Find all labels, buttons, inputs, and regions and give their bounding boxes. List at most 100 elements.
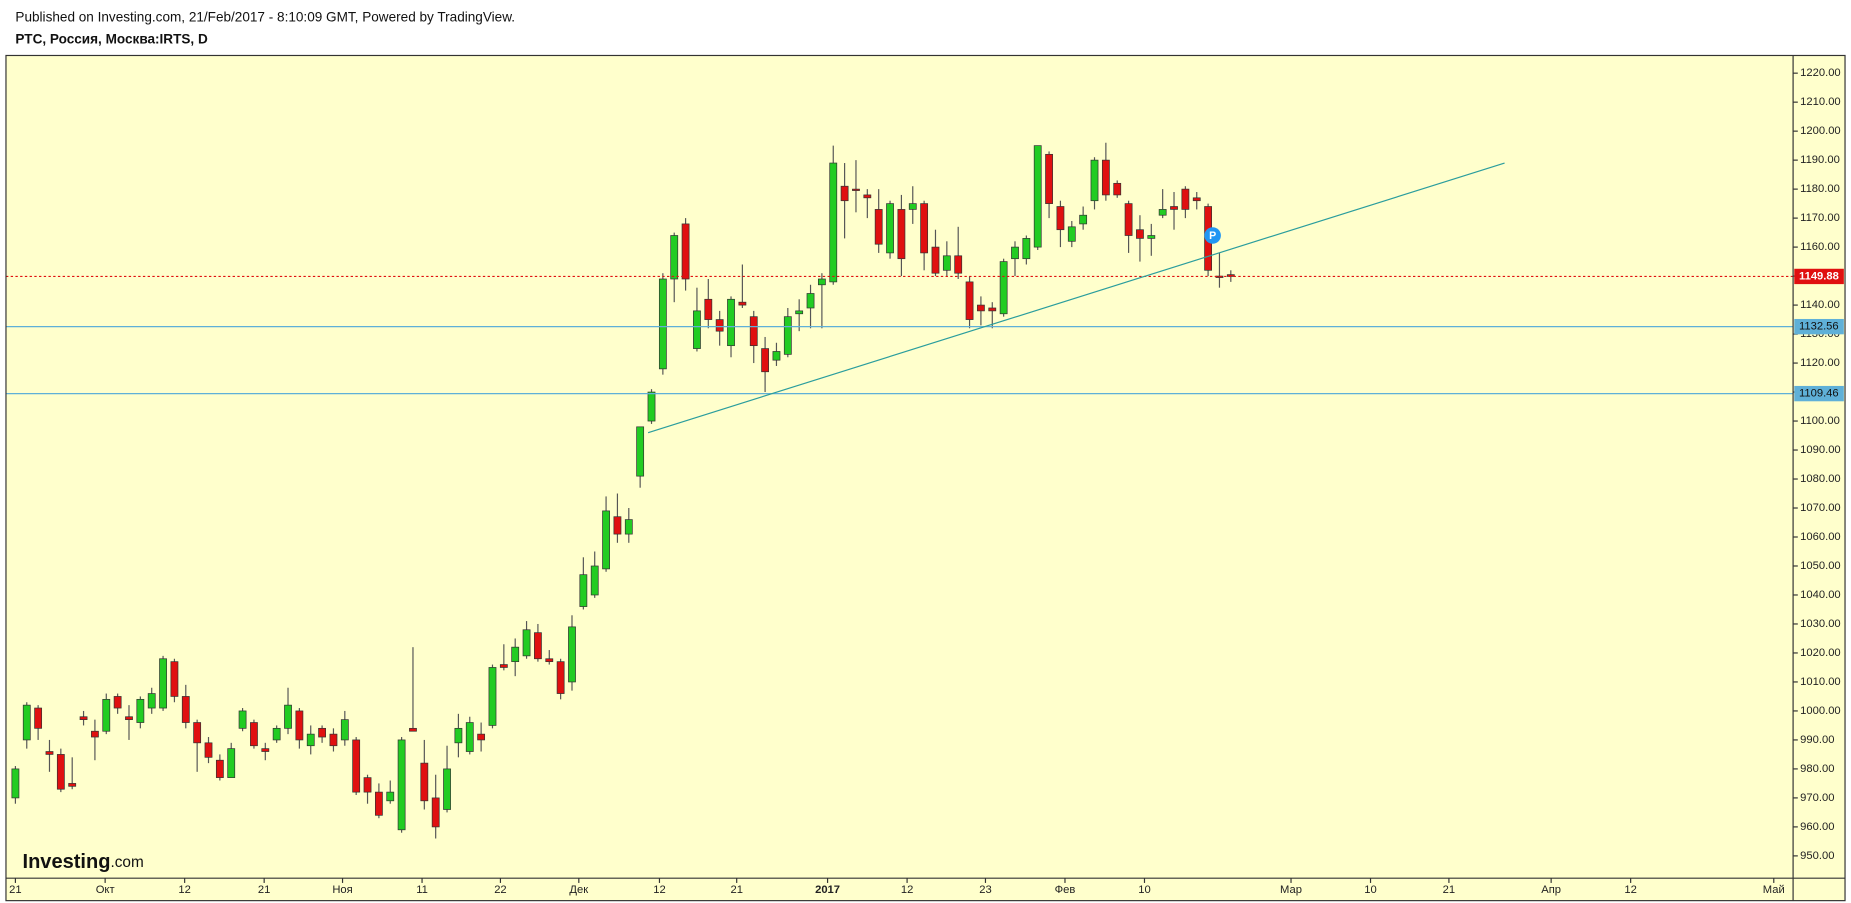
symbol-title: РТС, Россия, Москва:IRTS, D [15,32,208,47]
candle-body [215,759,224,778]
y-tick-label: 1030.00 [1800,618,1841,630]
candle-body [238,710,247,729]
candle-body [624,519,633,535]
candle-body [34,707,43,729]
candle-body [397,739,406,831]
candle-body [409,727,417,732]
y-tick-label: 980.00 [1800,763,1834,775]
candle-body [852,188,860,191]
price-level-badge [1794,318,1844,335]
y-tick-label: 1180.00 [1800,183,1840,195]
candle-body [329,733,338,747]
candle-body [1158,209,1167,216]
candle-body [1113,182,1122,196]
y-tick-label: 1140.00 [1800,299,1840,311]
price-level-label: 1149.88 [1799,270,1839,282]
candle-body [534,632,542,660]
y-tick-label: 960.00 [1800,821,1834,833]
x-tick-label: 21 [730,884,742,896]
candle-body [749,316,758,347]
candle-body [920,203,929,254]
candle-body [454,727,463,744]
candle-body [136,698,145,723]
candle-body [874,209,883,245]
candle-body [261,748,270,752]
candle-body [102,698,111,732]
y-tick-label: 1120.00 [1800,357,1840,369]
candle-body [488,667,497,726]
candle-body [965,281,974,320]
y-tick-label: 1020.00 [1800,647,1841,659]
published-note: Published on Investing.com, 21/Feb/2017 … [15,9,515,24]
x-tick-label: 2017 [815,884,840,896]
candle-body [125,716,133,720]
candle-body [193,722,202,744]
candle-body [704,298,713,320]
y-tick-label: 990.00 [1800,734,1834,746]
price-level-badge [1794,268,1844,285]
candle-body [306,733,315,747]
candle-body [1011,246,1019,260]
candle-body [715,319,724,332]
candle-body [568,626,576,683]
y-tick-label: 1000.00 [1800,705,1841,717]
y-tick-label: 1090.00 [1800,444,1841,456]
candle-body [658,278,667,370]
candle-body [79,716,88,720]
candle-body [284,704,292,729]
candle-body [68,783,77,787]
candle-body [295,710,304,741]
x-tick-label: 12 [1624,884,1636,896]
candle-body [318,727,326,738]
x-tick-label: Фев [1055,884,1076,896]
candle-body [590,565,599,596]
candle-body [772,351,781,361]
price-axis-panel [1793,55,1846,901]
candle-body [1124,203,1133,236]
x-tick-label: 21 [258,884,270,896]
candle-body [1181,188,1190,210]
price-level-label: 1109.46 [1799,388,1839,400]
candle-body [465,722,474,752]
candle-body [783,316,792,355]
candle-body [56,754,65,790]
candle-body [1136,229,1144,239]
candle-body [477,733,486,741]
candle-body [1192,197,1201,202]
candle-body [886,203,894,254]
candle-body [1170,206,1178,210]
candle-body [340,719,349,741]
candle-body [693,310,701,349]
candle-body [420,762,429,802]
candle-body [840,185,849,202]
candle-body [681,223,690,280]
x-tick-label: 12 [653,884,665,896]
candle-body [1056,206,1065,231]
candle-body [863,194,872,199]
candle-body [204,742,213,758]
plot-area [5,55,1794,879]
x-tick-label: Мар [1280,884,1302,896]
y-tick-label: 1220.00 [1800,67,1841,79]
x-tick-label: 11 [416,884,428,896]
y-tick-label: 1060.00 [1800,531,1841,543]
logo: Investing.com [23,851,144,873]
candle-body [999,261,1008,315]
candle-body [556,661,565,694]
candle-body [738,301,747,306]
candle-body [579,574,588,607]
y-tick-label: 1210.00 [1800,96,1841,108]
candle-body [817,278,826,286]
candle-body [522,629,531,657]
logo-suffix: .com [111,854,144,871]
y-tick-label: 1040.00 [1800,589,1841,601]
candle-body [374,791,383,816]
plot-layer: P [5,142,1794,839]
candle-body [11,768,20,799]
candle-body [795,310,804,315]
y-tick-label: 1170.00 [1800,212,1840,224]
candle-body [431,797,440,828]
candle-body [897,209,906,260]
